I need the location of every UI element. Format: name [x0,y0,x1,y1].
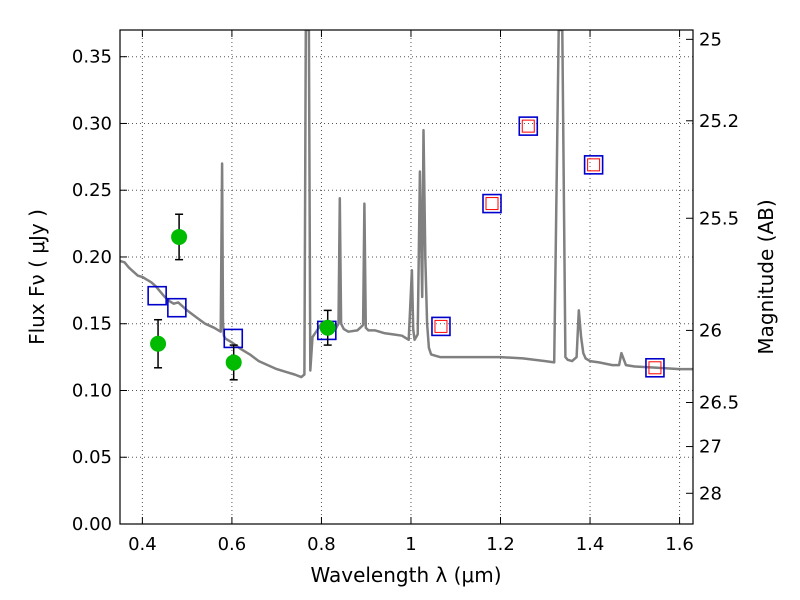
observed-point [225,354,242,371]
x-tick-label: 1.2 [486,534,515,555]
model-box-point [147,285,167,306]
y-tick-label: 0.15 [72,314,112,335]
y2-tick-label: 25 [699,29,722,50]
x-tick-label: 0.4 [128,534,157,555]
y-tick-label: 0.00 [72,514,112,535]
model-inner-box-point [587,158,601,172]
y2-tick-label: 25.5 [699,208,739,229]
model-box-point [431,316,451,337]
y2-tick-label: 25.2 [699,111,739,132]
model-inner-box-point [521,119,535,133]
model-box-point [482,193,502,214]
model-inner-box-point [648,361,662,375]
model-box-point [583,155,604,175]
model-inner-box-point [434,319,448,333]
observed-point [171,228,188,245]
y-axis-label: Flux Fν ( μJy ) [25,209,49,345]
x-tick-label: 0.8 [307,534,336,555]
y-tick-label: 0.05 [72,447,112,468]
plot-frame [119,29,694,525]
x-tick-label: 0.6 [218,534,247,555]
model-box-point [645,357,665,378]
y-tick-label: 0.25 [72,180,112,201]
y2-tick-label: 27 [699,437,722,458]
y-tick-label: 0.35 [72,47,112,68]
x-tick-label: 1.4 [576,534,605,555]
y2-tick-label: 28 [699,483,722,504]
axes: 0.4 0.6 0.8 1 1.2 1.4 1.6 0.00 0.05 0.10 0.15 0.20 0… [72,29,739,555]
x-tick-label: 1 [405,534,416,555]
observed-point [150,335,167,352]
x-tick-label: 1.6 [665,534,694,555]
model-box-point [518,116,539,136]
y2-tick-label: 26.5 [699,393,739,414]
model-inner-box-point [485,197,499,211]
y-tick-label: 0.30 [72,113,112,134]
x-axis-label: Wavelength λ (μm) [310,563,501,587]
y-tick-label: 0.10 [72,380,112,401]
plot-area [120,30,693,381]
observed-point [319,319,336,336]
model-box-point [167,297,187,318]
model-spectrum-line [120,30,693,379]
y-tick-label: 0.20 [72,247,112,268]
grid [120,30,693,525]
y2-axis-label: Magnitude (AB) [754,199,778,354]
y2-tick-label: 26 [699,320,722,341]
